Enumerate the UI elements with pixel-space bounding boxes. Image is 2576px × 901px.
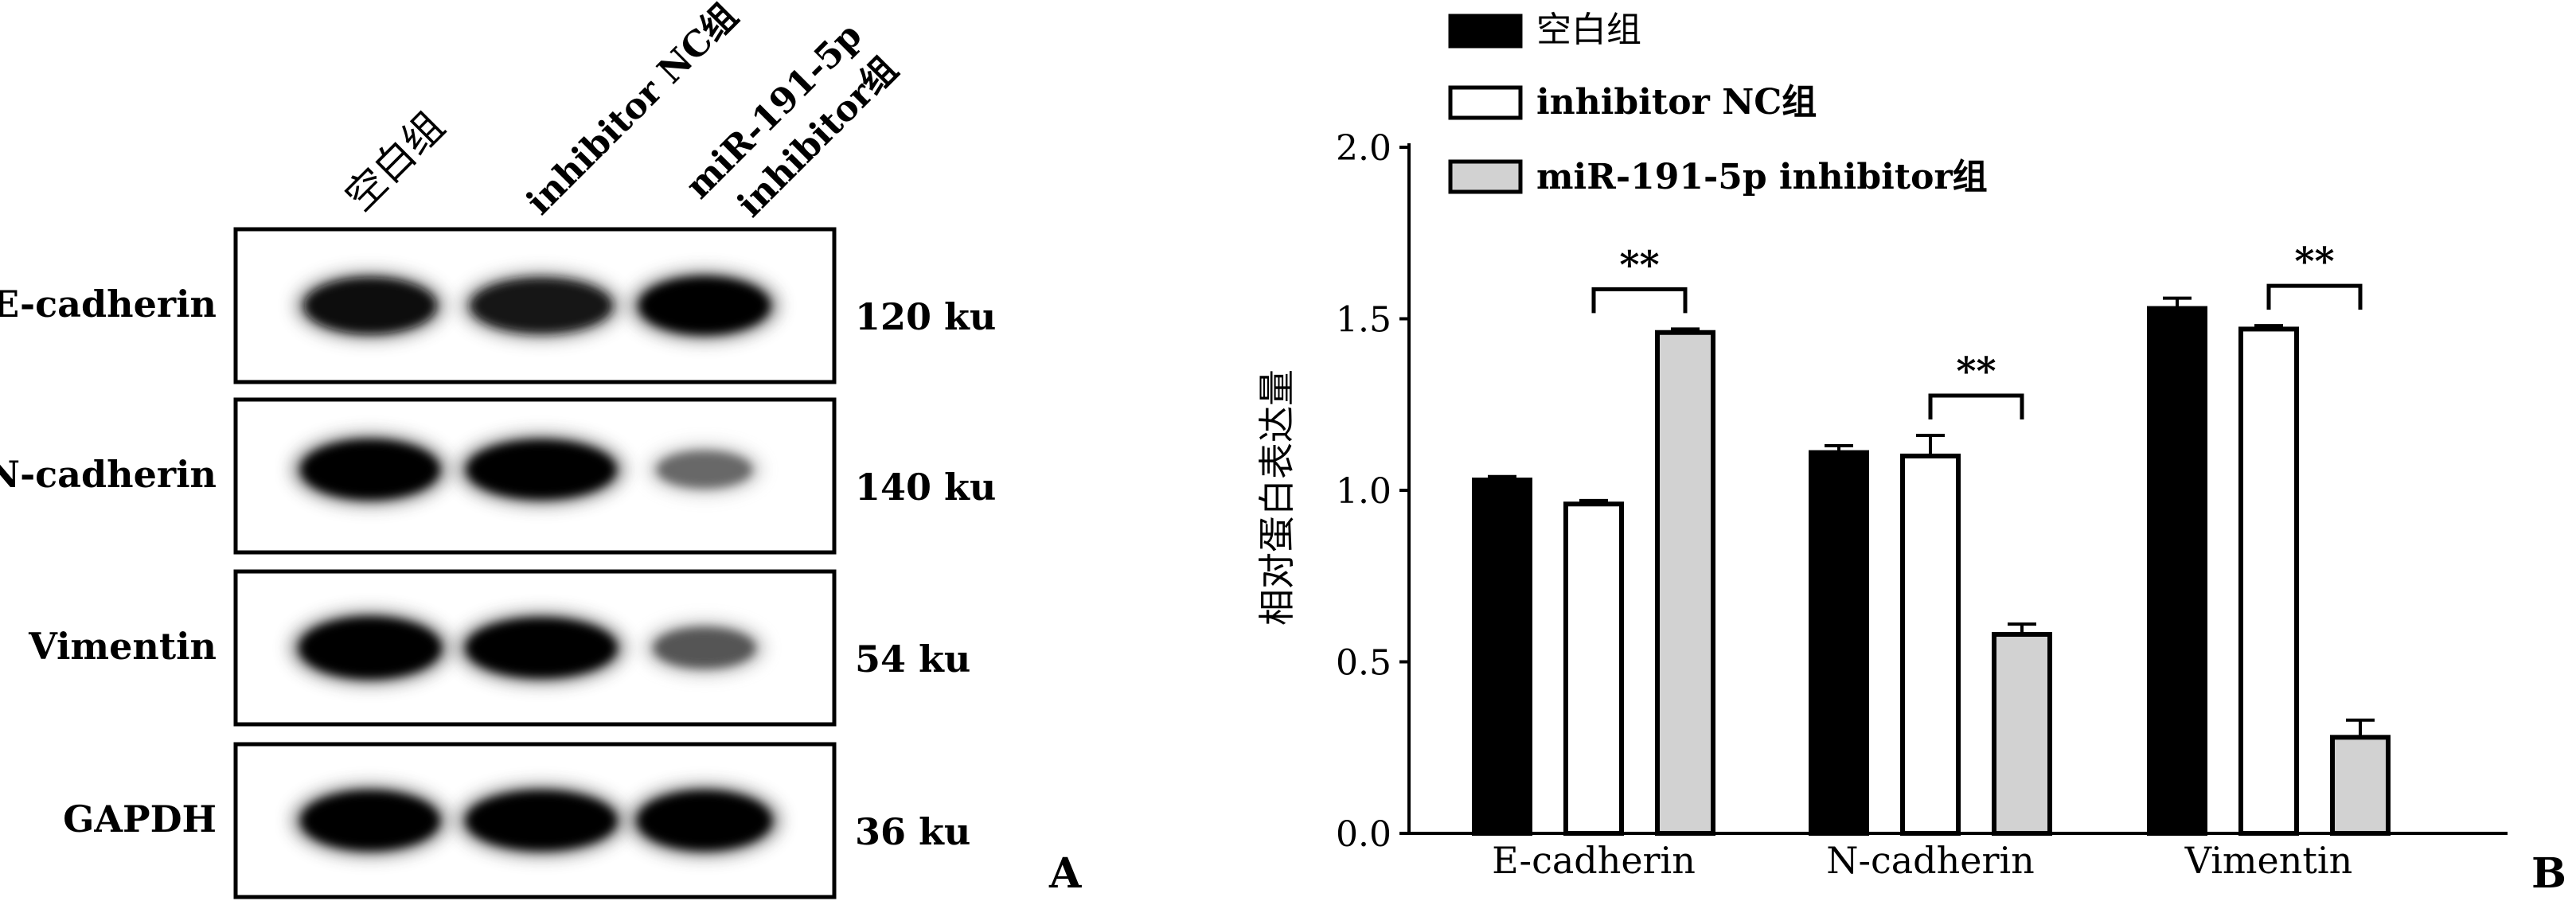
legend-label-inhibitor: miR-191-5p inhibitor组 (1536, 157, 1988, 197)
y-tick-label: 1.5 (1336, 300, 1391, 341)
lane-label-blank: 空白组 (336, 103, 453, 220)
protein-label: Vimentin (28, 625, 217, 668)
legend-swatch-inhibitor (1448, 159, 1523, 194)
significance-bracket (1591, 287, 1688, 314)
blot-row-gapdh: GAPDH 36 ku (63, 742, 970, 899)
y-tick-label: 0.0 (1336, 814, 1391, 855)
legend-swatch-nc (1448, 85, 1523, 120)
legend-label-nc: inhibitor NC组 (1536, 82, 1817, 123)
plot-area: 0.0 0.5 1.0 1.5 2.0 E-cadherin N-cadherin Vimen… (1336, 128, 2508, 882)
western-blot-panel: 空白组 inhibitor NC组 miR-191-5p inhibitor组 … (0, 0, 1082, 899)
x-tick-label: E-cadherin (1492, 839, 1696, 882)
legend: 空白组 inhibitor NC组 miR-191-5p inhibitor组 (1448, 10, 1988, 197)
x-tick-label: N-cadherin (1826, 839, 2035, 882)
bar-e-cadherin-1 (1563, 501, 1624, 836)
bar-n-cadherin-1 (1900, 453, 1961, 837)
bar-chart-panel: 空白组 inhibitor NC组 miR-191-5p inhibitor组 … (1255, 10, 2566, 898)
bar-e-cadherin-2 (1655, 330, 1715, 836)
legend-swatch-blank (1448, 14, 1523, 49)
y-axis-label: 相对蛋白表达量 (1255, 369, 1298, 626)
blot-row-n-cadherin: N-cadherin 140 ku (0, 397, 996, 555)
blot-band (654, 627, 755, 669)
blot-band (470, 278, 612, 333)
size-label: 140 ku (855, 466, 996, 509)
size-label: 54 ku (855, 638, 970, 681)
blot-band (466, 439, 616, 500)
protein-label: E-cadherin (0, 283, 217, 326)
significance-label: ** (2294, 240, 2334, 284)
bar-vimentin-1 (2238, 326, 2299, 836)
blot-band (304, 277, 436, 334)
size-label: 36 ku (855, 810, 970, 853)
bar-n-cadherin-2 (1992, 632, 2052, 837)
panel-b-label: B (2531, 849, 2566, 898)
y-tick-label: 2.0 (1336, 128, 1391, 169)
legend-label-blank: 空白组 (1536, 10, 1641, 50)
bar-n-cadherin-0 (1809, 450, 1869, 837)
x-tick-label: Vimentin (2184, 839, 2352, 882)
blot-band (657, 450, 752, 489)
panel-a-label: A (1048, 849, 1082, 898)
y-tick-label: 0.5 (1336, 643, 1391, 684)
blot-row-vimentin: Vimentin 54 ku (28, 569, 970, 727)
blot-band (466, 618, 617, 678)
significance-label: ** (1619, 243, 1659, 287)
significance-bracket (2266, 283, 2363, 310)
protein-label: GAPDH (63, 798, 217, 841)
blot-band (300, 790, 440, 851)
bar-vimentin-0 (2147, 306, 2207, 836)
blot-row-e-cadherin: E-cadherin 120 ku (0, 227, 996, 384)
bar-vimentin-2 (2330, 735, 2391, 837)
blot-band (299, 617, 442, 679)
blot-band (300, 439, 440, 500)
size-label: 120 ku (855, 295, 996, 338)
protein-label: N-cadherin (0, 453, 217, 496)
blot-band (638, 276, 771, 335)
blot-rows: E-cadherin 120 ku N-cadherin 140 ku Vimentin… (0, 227, 996, 899)
significance-label: ** (1956, 349, 1996, 394)
blot-band (637, 790, 772, 851)
blot-band (466, 790, 617, 851)
bar-e-cadherin-0 (1472, 478, 1532, 836)
y-tick-label: 1.0 (1336, 471, 1391, 512)
significance-bracket (1928, 393, 2024, 420)
